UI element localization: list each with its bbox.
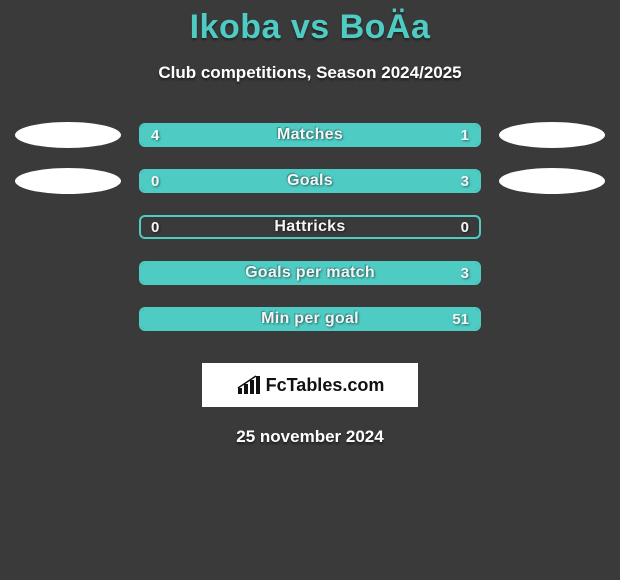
bar-right-value: 1	[461, 125, 469, 145]
right-oval	[499, 168, 605, 194]
stat-row: 4 Matches 1	[0, 123, 620, 147]
bar-label: Hattricks	[141, 217, 479, 237]
bar-label: Goals	[141, 171, 479, 191]
stat-row: 0 Hattricks 0	[0, 215, 620, 239]
page-title: Ikoba vs BoÄa	[0, 0, 620, 47]
brand-text: FcTables.com	[266, 375, 385, 396]
stat-row: 0 Goals 3	[0, 169, 620, 193]
bar-label: Matches	[141, 125, 479, 145]
stat-bar: Min per goal 51	[139, 307, 481, 331]
stat-bar: 0 Goals 3	[139, 169, 481, 193]
stat-rows: 4 Matches 1 0 Goals 3 0 Hattricks 0	[0, 123, 620, 331]
left-oval	[15, 122, 121, 148]
stat-row: Goals per match 3	[0, 261, 620, 285]
stat-bar: 4 Matches 1	[139, 123, 481, 147]
bar-right-value: 51	[452, 309, 469, 329]
bar-right-value: 3	[461, 171, 469, 191]
bar-label: Goals per match	[141, 263, 479, 283]
right-oval	[499, 122, 605, 148]
bar-right-value: 0	[461, 217, 469, 237]
brand-box[interactable]: FcTables.com	[202, 363, 418, 407]
bar-right-value: 3	[461, 263, 469, 283]
date-text: 25 november 2024	[0, 427, 620, 447]
left-oval	[15, 168, 121, 194]
stat-bar: Goals per match 3	[139, 261, 481, 285]
page-subtitle: Club competitions, Season 2024/2025	[0, 63, 620, 83]
bar-label: Min per goal	[141, 309, 479, 329]
chart-icon	[236, 374, 262, 396]
stat-row: Min per goal 51	[0, 307, 620, 331]
stat-bar: 0 Hattricks 0	[139, 215, 481, 239]
